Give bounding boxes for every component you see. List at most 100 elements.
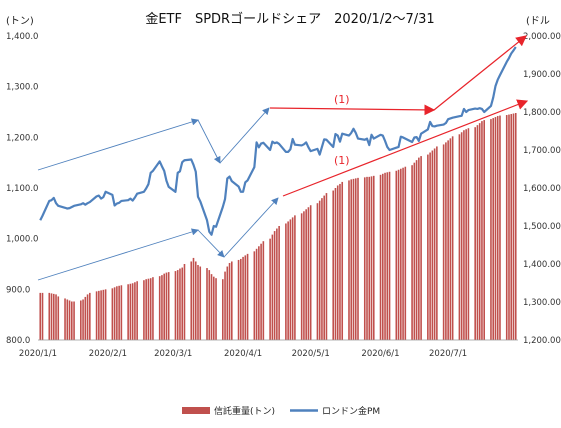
bar-57 <box>221 279 224 340</box>
bar-50 <box>197 265 199 340</box>
bar-47 <box>190 261 193 340</box>
bar-74 <box>273 231 276 340</box>
bar-135 <box>465 129 467 340</box>
bar-39 <box>163 273 165 340</box>
bar-102 <box>363 177 366 340</box>
bar-24 <box>116 286 118 340</box>
bar-54 <box>210 274 213 340</box>
bar-83 <box>303 211 305 340</box>
blue-arrow-lower-3 <box>223 197 279 258</box>
bar-15 <box>86 294 89 340</box>
bar-93 <box>334 188 337 340</box>
trend-arrows: (1) (1) <box>37 35 529 281</box>
bar-84 <box>305 209 307 340</box>
bar-150 <box>512 113 515 341</box>
legend-swatch-bars <box>182 407 210 414</box>
legend-label-line: ロンドン金PM <box>322 405 380 417</box>
legend: 信託重量(トン) ロンドン金PM <box>182 405 380 417</box>
bar-146 <box>499 115 501 340</box>
bar-124 <box>431 150 434 340</box>
bar-19 <box>100 290 102 340</box>
bar-5 <box>55 294 57 340</box>
bar-35 <box>149 278 152 340</box>
bar-89 <box>321 198 323 340</box>
bar-13 <box>82 299 84 340</box>
right-tick-6: 1,800.00 <box>523 108 561 118</box>
bar-138 <box>476 125 479 340</box>
bar-69 <box>258 246 260 340</box>
bar-147 <box>505 115 508 340</box>
bar-14 <box>84 296 87 340</box>
bar-38 <box>161 275 163 340</box>
left-tick-6: 1,400.0 <box>6 32 38 42</box>
bar-42 <box>174 271 177 340</box>
right-axis-unit: (ドル <box>526 16 550 27</box>
bar-46 <box>183 264 186 340</box>
bar-6 <box>57 296 60 340</box>
bar-36 <box>152 277 154 340</box>
bar-33 <box>145 279 147 340</box>
red-arrow-upper-flat <box>269 104 436 116</box>
bar-86 <box>309 205 312 340</box>
bar-65 <box>244 255 247 340</box>
bar-55 <box>212 276 215 340</box>
bar-68 <box>255 248 258 340</box>
bar-44 <box>179 268 181 340</box>
bar-96 <box>341 181 344 340</box>
legend-label-bars: 信託重量(トン) <box>214 405 275 417</box>
bar-82 <box>300 213 303 340</box>
bar-122 <box>427 154 429 340</box>
bar-85 <box>307 207 310 340</box>
x-tick-2: 2020/3/1 <box>154 349 192 359</box>
bar-141 <box>483 120 485 340</box>
x-tick-6: 2020/7/1 <box>429 349 467 359</box>
bar-94 <box>336 185 339 340</box>
bar-115 <box>402 167 404 340</box>
right-tick-5: 1,700.00 <box>523 146 561 156</box>
bar-80 <box>291 217 294 340</box>
bar-49 <box>194 261 197 340</box>
bar-126 <box>436 146 438 340</box>
x-tick-1: 2020/2/1 <box>89 349 127 359</box>
bar-2 <box>48 292 51 340</box>
right-tick-1: 1,300.00 <box>523 298 561 308</box>
bar-88 <box>318 200 321 340</box>
bar-120 <box>418 157 420 340</box>
bar-11 <box>73 301 75 340</box>
bar-100 <box>354 178 357 340</box>
annotation-lower: (1) <box>334 154 350 167</box>
blue-arrow-lower-1 <box>37 228 199 281</box>
bar-143 <box>492 118 495 340</box>
bar-8 <box>66 299 69 340</box>
bar-140 <box>481 121 483 341</box>
bar-92 <box>332 190 335 340</box>
bar-62 <box>237 259 240 340</box>
bar-10 <box>71 301 73 340</box>
left-tick-1: 900.0 <box>6 285 30 295</box>
left-tick-5: 1,300.0 <box>6 83 38 93</box>
bar-136 <box>467 128 470 340</box>
bar-52 <box>206 268 208 340</box>
x-tick-5: 2020/6/1 <box>361 349 399 359</box>
red-arrow-lower <box>282 99 529 197</box>
bar-21 <box>104 289 107 340</box>
bar-37 <box>158 276 161 340</box>
bar-107 <box>379 174 382 340</box>
bar-91 <box>325 193 328 340</box>
bar-132 <box>458 134 461 340</box>
x-tick-3: 2020/4/1 <box>224 349 262 359</box>
bar-27 <box>127 284 129 340</box>
bar-72 <box>269 238 271 340</box>
x-tick-4: 2020/5/1 <box>292 349 330 359</box>
bar-134 <box>463 130 465 340</box>
bar-112 <box>395 170 398 340</box>
bar-151 <box>514 113 517 340</box>
bar-58 <box>224 271 226 340</box>
bar-105 <box>370 176 373 340</box>
right-tick-7: 1,900.00 <box>523 70 561 80</box>
bar-70 <box>260 243 262 340</box>
bar-98 <box>350 179 353 340</box>
bar-23 <box>113 287 116 340</box>
bar-79 <box>289 219 292 340</box>
bar-12 <box>80 300 82 340</box>
